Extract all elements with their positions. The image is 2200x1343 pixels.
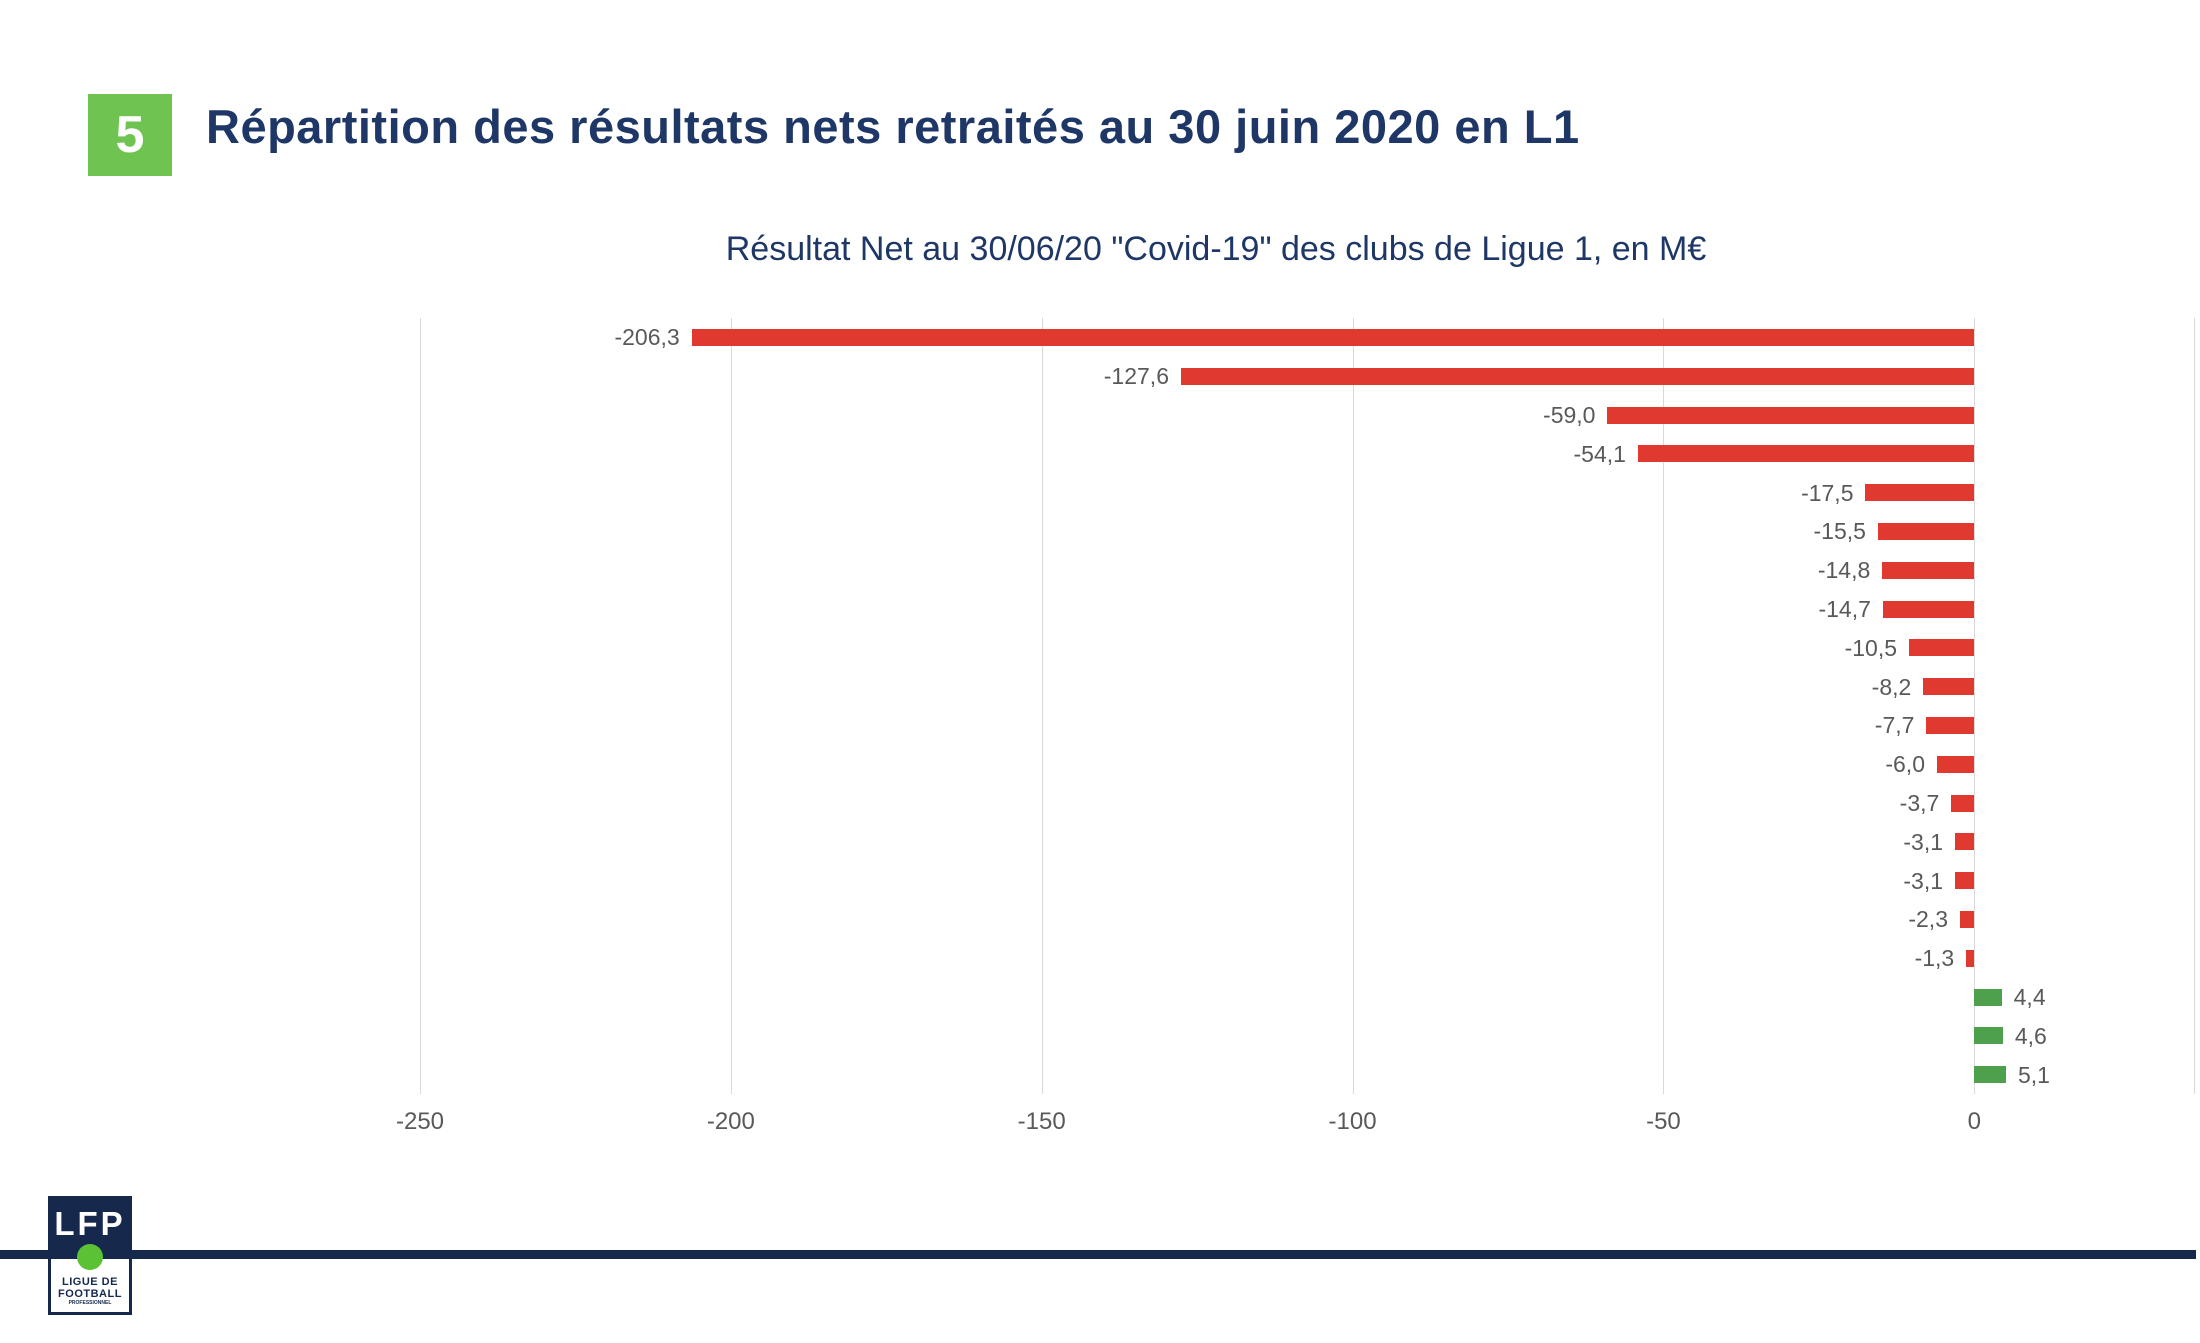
bar (1955, 833, 1975, 851)
bar-label: -127,6 (1103, 363, 1169, 390)
chart-title: Résultat Net au 30/06/20 "Covid-19" des … (725, 230, 1707, 268)
lfp-logo-wordmark: LFP (48, 1196, 132, 1252)
bar-label: -54,1 (1573, 440, 1626, 467)
bar-label: 5,1 (2017, 1061, 2050, 1088)
bar (1974, 988, 2002, 1006)
bar (1951, 794, 1975, 812)
bar-label: -59,0 (1543, 402, 1596, 428)
bar (1926, 716, 1975, 734)
bar (1966, 949, 1975, 967)
bar (1180, 367, 1975, 385)
plot-area: -206,3 -127,6 -59,0 -54,1 -17,5 -15,5 -14,8 -14… (420, 318, 2195, 1094)
section-number: 5 (115, 106, 145, 164)
bar (691, 328, 1975, 346)
bar (1923, 678, 1975, 696)
gridline (1352, 318, 1354, 1094)
football-icon (77, 1244, 103, 1270)
bar-label: -3,1 (1903, 828, 1944, 855)
plot-right-border (2194, 318, 2195, 1094)
footer-divider (0, 1250, 2196, 1259)
bar-label: -8,2 (1871, 673, 1912, 700)
bar-label: -17,5 (1801, 479, 1854, 506)
bar (1959, 910, 1975, 928)
gridline (730, 318, 732, 1094)
bar (1909, 639, 1975, 657)
page-title: Répartition des résultats nets retraités… (206, 100, 1580, 153)
bar (1865, 484, 1975, 502)
bar-label: -14,7 (1818, 596, 1871, 622)
gridline (1663, 318, 1665, 1094)
bar (1882, 561, 1975, 579)
bar (1936, 755, 1975, 773)
logo-subtext-line3: PROFESSIONNEL (68, 1300, 112, 1306)
bar-label: -206,3 (614, 324, 680, 351)
x-tick-label: -100 (1328, 1108, 1377, 1135)
x-tick-label: 0 (1967, 1108, 1981, 1135)
section-number-badge: 5 (88, 94, 172, 176)
bar-label: -15,5 (1813, 518, 1866, 545)
bar-label: -3,1 (1903, 867, 1944, 894)
x-tick-label: -200 (706, 1108, 755, 1135)
x-tick-label: -250 (395, 1108, 445, 1135)
bar-label: -2,3 (1908, 906, 1948, 933)
bar-label: -7,7 (1874, 712, 1915, 739)
bar-label: 4,4 (2013, 984, 2046, 1010)
gridline (1974, 318, 1976, 1094)
bar (1974, 1027, 2003, 1045)
bar (1637, 445, 1975, 463)
bar-label: -14,8 (1817, 557, 1871, 584)
bar (1607, 406, 1975, 424)
x-tick-label: -50 (1646, 1108, 1681, 1135)
bar (1882, 600, 1975, 618)
logo-subtext-line2: FOOTBALL (58, 1288, 122, 1300)
logo-subtext-line1: LIGUE DE (62, 1276, 118, 1288)
bar-label: 4,6 (2014, 1022, 2047, 1049)
gridline (1041, 318, 1043, 1094)
bar-label: -1,3 (1914, 945, 1955, 972)
bar-label: -3,7 (1899, 790, 1940, 816)
bar-label: -10,5 (1844, 634, 1898, 661)
bar (1955, 872, 1975, 890)
bar (1877, 522, 1975, 540)
gridline (420, 318, 421, 1094)
bar-label: -6,0 (1885, 751, 1925, 778)
bar (1974, 1066, 2006, 1084)
x-tick-label: -150 (1017, 1108, 1066, 1135)
